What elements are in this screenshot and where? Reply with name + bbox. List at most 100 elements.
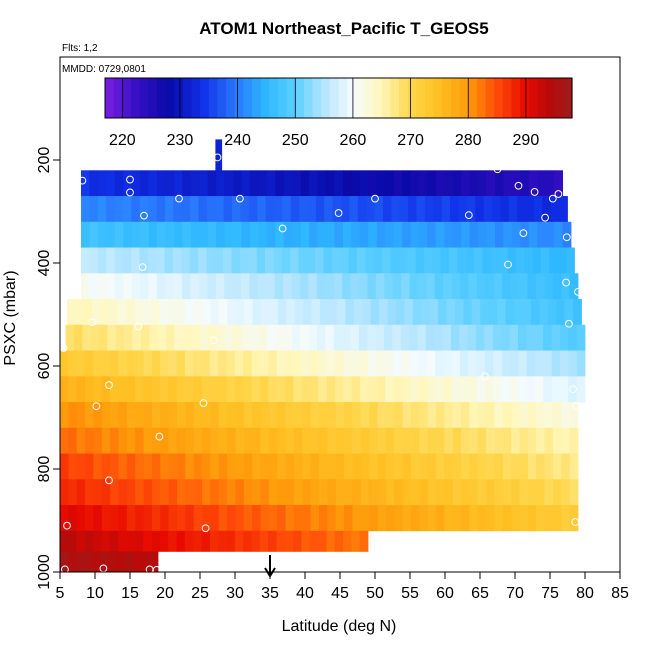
heatmap-cell	[452, 505, 462, 532]
heatmap-cell	[285, 453, 295, 480]
heatmap-cell	[135, 427, 144, 454]
heatmap-cell	[122, 196, 132, 223]
data-point	[554, 190, 563, 198]
heatmap-cell	[319, 402, 328, 429]
heatmap-cell	[544, 273, 554, 300]
heatmap-cell	[435, 427, 445, 454]
x-tick-label: 30	[226, 585, 244, 602]
heatmap-cell	[114, 170, 124, 197]
colorbar-segment	[277, 78, 288, 118]
heatmap-cell	[118, 427, 128, 454]
heatmap-cell	[417, 273, 427, 300]
heatmap-cell	[434, 324, 443, 351]
heatmap-cell	[260, 402, 270, 429]
colorbar-segment	[502, 78, 513, 118]
heatmap-cell	[126, 299, 135, 326]
heatmap-cell	[193, 376, 203, 403]
colorbar-segment	[165, 78, 175, 118]
colorbar-tick-label: 280	[455, 132, 482, 149]
heatmap-cell	[494, 505, 504, 532]
heatmap-cell	[360, 505, 370, 532]
colorbar-segment	[303, 78, 314, 118]
colorbar-tick-label: 290	[513, 132, 540, 149]
heatmap-cell	[218, 402, 228, 429]
heatmap-cell	[407, 247, 416, 274]
heatmap-cell	[463, 299, 473, 326]
heatmap-cell	[60, 350, 69, 377]
heatmap-cell	[277, 402, 286, 429]
colorbar-segment	[442, 78, 452, 118]
heatmap-cell	[410, 376, 419, 403]
heatmap-cell	[249, 170, 259, 197]
heatmap-cell	[410, 170, 420, 197]
colorbar-segment	[485, 78, 495, 118]
heatmap-cell	[309, 221, 318, 248]
heatmap-cell	[244, 299, 253, 326]
heatmap-cell	[151, 402, 161, 429]
heatmap-cell	[484, 324, 494, 351]
heatmap-cell	[133, 551, 143, 573]
heatmap-cell	[317, 170, 327, 197]
colorbar-frame	[104, 77, 573, 119]
heatmap-cell	[469, 221, 479, 248]
heatmap-cell	[107, 324, 117, 351]
heatmap-cell	[135, 479, 144, 506]
heatmap-cell	[227, 479, 236, 506]
heatmap-cell	[252, 427, 261, 454]
heatmap-cell	[284, 530, 294, 552]
heatmap-cell	[461, 479, 470, 506]
heatmap-cell	[106, 170, 116, 197]
heatmap-cell	[576, 376, 586, 403]
heatmap-cell	[559, 196, 568, 223]
heatmap-cell	[360, 453, 370, 480]
heatmap-cell	[299, 196, 308, 223]
heatmap-cell	[461, 170, 471, 197]
heatmap-cell	[110, 453, 119, 480]
heatmap-cell	[143, 427, 153, 454]
heatmap-cell	[216, 170, 226, 197]
heatmap-cell	[201, 350, 211, 377]
heatmap-cell	[319, 427, 328, 454]
heatmap-cell	[376, 350, 386, 377]
heatmap-cell	[151, 299, 161, 326]
heatmap-cell	[193, 505, 203, 532]
heatmap-cell	[157, 324, 167, 351]
heatmap-cell	[176, 505, 186, 532]
heatmap-cell	[110, 479, 119, 506]
heatmap-cell	[168, 453, 178, 480]
heatmap-cell	[248, 196, 258, 223]
heatmap-cell	[369, 505, 378, 532]
colorbar-segment	[182, 78, 193, 118]
heatmap-cell	[202, 453, 211, 480]
heatmap-cell	[418, 221, 428, 248]
heatmap-cell	[382, 247, 391, 274]
heatmap-cell	[432, 247, 442, 274]
heatmap-band	[60, 350, 586, 377]
heatmap-cell	[268, 350, 278, 377]
heatmap-cell	[218, 350, 228, 377]
heatmap-cell	[93, 530, 103, 552]
heatmap-cell	[568, 350, 578, 377]
heatmap-cell	[383, 324, 393, 351]
heatmap-cell	[394, 505, 403, 532]
heatmap-cell	[480, 299, 490, 326]
data-point	[371, 194, 379, 203]
heatmap-cell	[164, 196, 174, 223]
heatmap-cell	[490, 247, 500, 274]
heatmap-cell	[101, 505, 111, 532]
heatmap-cell	[275, 221, 285, 248]
colorbar-segment	[200, 78, 210, 118]
heatmap-cell	[109, 299, 119, 326]
heatmap-cell	[190, 221, 200, 248]
heatmap-cell	[202, 479, 211, 506]
y-tick-label: 800	[36, 456, 53, 483]
heatmap-cell	[435, 479, 445, 506]
heatmap-cell	[285, 427, 295, 454]
heatmap-cell	[343, 530, 352, 552]
heatmap-cell	[509, 324, 519, 351]
heatmap-cell	[148, 170, 158, 197]
heatmap-cell	[268, 530, 277, 552]
heatmap-cell	[273, 247, 283, 274]
data-point	[493, 165, 502, 174]
heatmap-cell	[519, 402, 529, 429]
